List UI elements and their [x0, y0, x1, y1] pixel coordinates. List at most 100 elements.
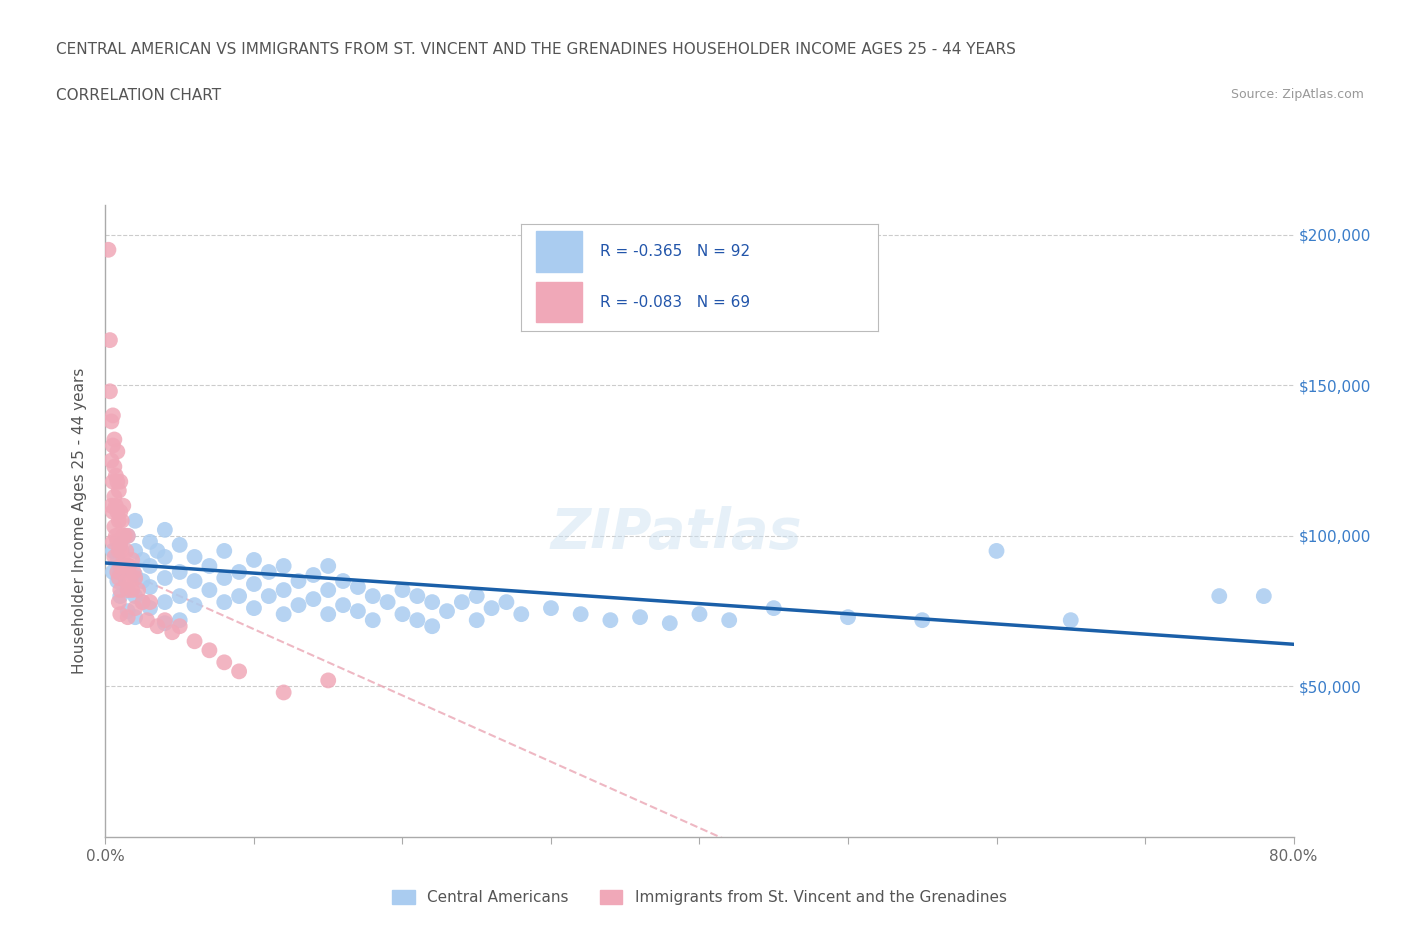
Point	[450, 594, 472, 609]
Point	[257, 565, 280, 579]
Point	[406, 613, 429, 628]
Point	[117, 528, 139, 543]
Point	[101, 535, 124, 550]
Point	[118, 559, 141, 574]
Point	[127, 582, 149, 597]
Point	[112, 559, 135, 574]
Point	[316, 559, 339, 574]
Point	[391, 606, 413, 621]
Point	[97, 243, 120, 258]
Point	[569, 606, 592, 621]
Point	[1208, 589, 1230, 604]
Point	[110, 582, 132, 597]
Point	[169, 618, 191, 633]
Point	[124, 567, 146, 582]
Point	[214, 571, 236, 586]
Point	[111, 513, 134, 528]
Point	[347, 604, 370, 618]
Point	[377, 594, 399, 609]
Point	[108, 571, 131, 586]
Point	[117, 528, 139, 543]
Point	[105, 504, 128, 519]
Point	[98, 333, 121, 348]
Text: Source: ZipAtlas.com: Source: ZipAtlas.com	[1230, 88, 1364, 101]
Point	[162, 625, 184, 640]
Point	[111, 543, 134, 558]
Point	[100, 414, 122, 429]
Point	[108, 484, 131, 498]
Point	[101, 408, 124, 423]
Point	[117, 559, 139, 574]
Point	[117, 604, 139, 618]
Point	[105, 474, 128, 489]
Point	[139, 535, 162, 550]
Point	[273, 685, 295, 700]
Point	[243, 601, 266, 616]
Point	[658, 616, 681, 631]
Point	[124, 601, 146, 616]
Point	[98, 384, 121, 399]
Point	[510, 606, 533, 621]
Point	[214, 655, 236, 670]
Point	[115, 574, 138, 589]
Point	[117, 582, 139, 597]
Point	[100, 453, 122, 468]
Point	[420, 618, 443, 633]
Point	[198, 582, 221, 597]
Point	[112, 528, 135, 543]
Point	[273, 559, 295, 574]
Point	[124, 543, 146, 558]
Point	[183, 634, 205, 649]
Point	[481, 601, 503, 616]
Point	[139, 559, 162, 574]
Point	[361, 589, 384, 604]
Point	[183, 598, 205, 613]
Point	[153, 571, 176, 586]
Point	[100, 498, 122, 513]
Point	[105, 574, 128, 589]
Point	[131, 552, 153, 567]
Point	[287, 574, 309, 589]
Point	[110, 538, 132, 552]
Point	[131, 574, 153, 589]
Point	[837, 610, 859, 625]
Point	[198, 559, 221, 574]
Point	[124, 571, 146, 586]
Point	[104, 498, 127, 513]
Point	[101, 565, 124, 579]
Point	[391, 582, 413, 597]
Point	[986, 543, 1008, 558]
Point	[103, 519, 125, 534]
Point	[540, 601, 562, 616]
Point	[228, 565, 250, 579]
Point	[599, 613, 621, 628]
Point	[131, 594, 153, 609]
Point	[104, 528, 127, 543]
Point	[103, 432, 125, 447]
Legend: Central Americans, Immigrants from St. Vincent and the Grenadines: Central Americans, Immigrants from St. V…	[387, 884, 1012, 911]
Point	[117, 610, 139, 625]
Text: CORRELATION CHART: CORRELATION CHART	[56, 88, 221, 103]
Point	[228, 664, 250, 679]
Point	[243, 552, 266, 567]
Point	[108, 513, 131, 528]
Point	[153, 523, 176, 538]
Point	[110, 565, 132, 579]
Point	[214, 543, 236, 558]
Point	[628, 610, 651, 625]
Point	[316, 606, 339, 621]
Point	[122, 565, 145, 579]
Point	[214, 594, 236, 609]
Point	[110, 474, 132, 489]
Point	[273, 606, 295, 621]
Point	[689, 606, 711, 621]
Point	[153, 616, 176, 631]
Point	[131, 594, 153, 609]
Point	[101, 504, 124, 519]
Point	[101, 438, 124, 453]
Point	[139, 579, 162, 594]
Point	[153, 550, 176, 565]
Point	[436, 604, 458, 618]
Point	[103, 489, 125, 504]
Point	[302, 591, 325, 606]
